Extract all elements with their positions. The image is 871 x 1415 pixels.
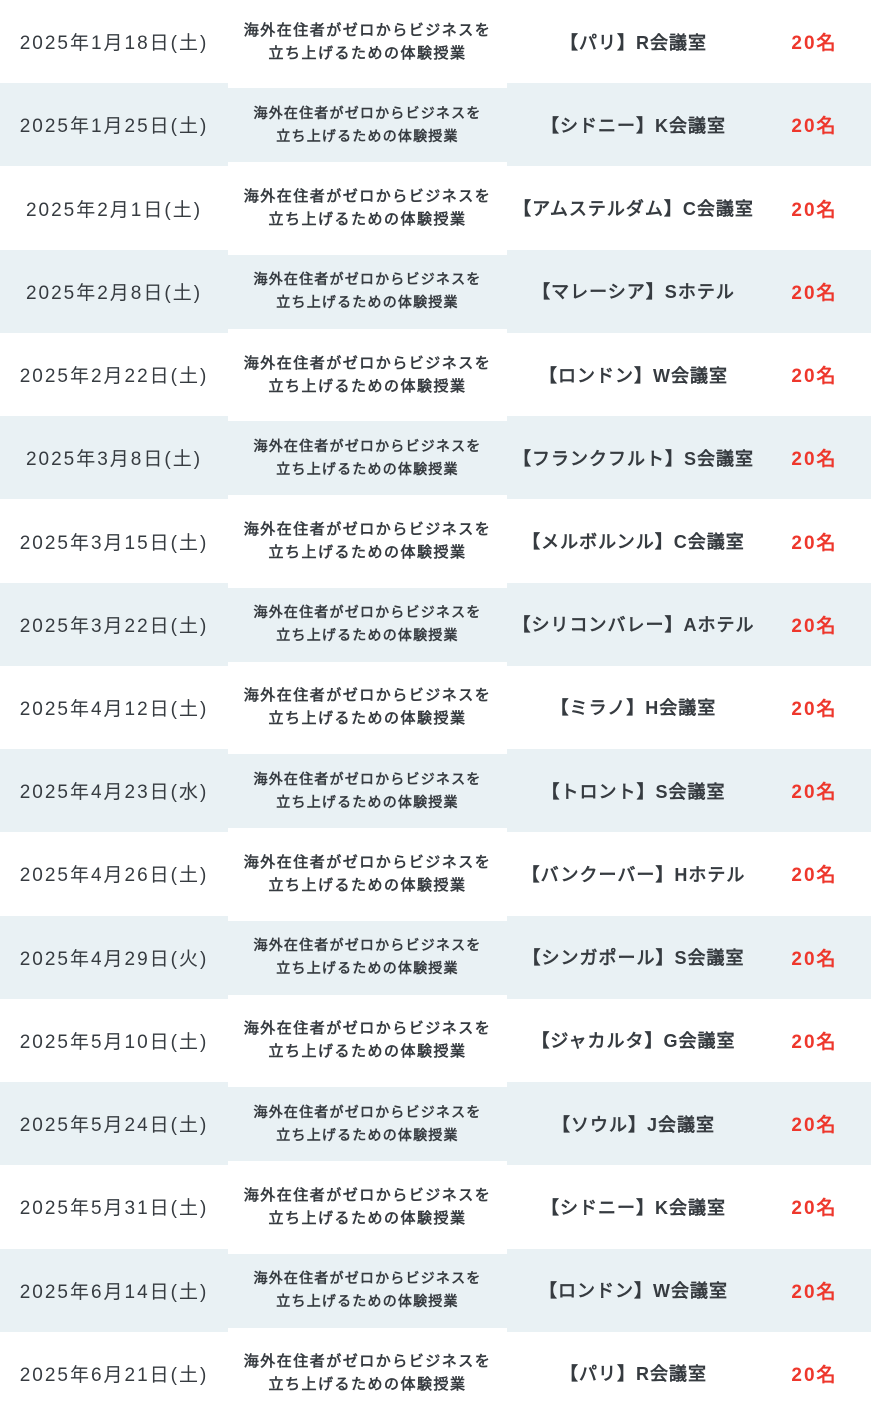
schedule-row: 2025年2月1日(土) 海外在住者がゼロからビジネスを 立ち上げるための体験授… <box>0 166 871 249</box>
session-venue: 【パリ】R会議室 <box>560 1364 707 1385</box>
session-venue: 【ジャカルタ】G会議室 <box>531 1031 736 1052</box>
session-capacity: 20名 <box>791 698 838 720</box>
session-description: 海外在住者がゼロからビジネスを 立ち上げるための体験授業 <box>228 915 507 999</box>
session-capacity: 20名 <box>791 532 838 554</box>
session-capacity: 20名 <box>791 1115 838 1137</box>
session-date: 2025年4月26日(土) <box>19 865 209 887</box>
session-capacity: 20名 <box>791 282 838 304</box>
session-venue: 【シンガポール】S会議室 <box>522 948 745 969</box>
schedule-row: 2025年2月22日(土) 海外在住者がゼロからビジネスを 立ち上げるための体験… <box>0 333 871 416</box>
session-description: 海外在住者がゼロからビジネスを 立ち上げるための体験授業 <box>228 249 507 333</box>
session-venue: 【パリ】R会議室 <box>560 32 707 53</box>
session-description: 海外在住者がゼロからビジネスを 立ち上げるための体験授業 <box>243 21 492 62</box>
session-venue: 【バンクーバー】Hホテル <box>521 864 746 885</box>
session-description: 海外在住者がゼロからビジネスを 立ち上げるための体験授業 <box>243 687 492 728</box>
schedule-row: 2025年6月14日(土) 海外在住者がゼロからビジネスを 立ち上げるための体験… <box>0 1248 871 1332</box>
session-venue: 【メルボルンル】C会議室 <box>522 532 745 553</box>
session-date: 2025年4月29日(火) <box>19 948 209 970</box>
session-date: 2025年3月8日(土) <box>25 449 203 471</box>
schedule-row: 2025年3月22日(土) 海外在住者がゼロからビジネスを 立ち上げるための体験… <box>0 582 871 666</box>
session-description: 海外在住者がゼロからビジネスを 立ち上げるための体験授業 <box>243 188 492 229</box>
session-description: 海外在住者がゼロからビジネスを 立ち上げるための体験授業 <box>228 582 507 666</box>
session-description: 海外在住者がゼロからビジネスを 立ち上げるための体験授業 <box>228 1082 507 1166</box>
schedule-row: 2025年3月8日(土) 海外在住者がゼロからビジネスを 立ち上げるための体験授… <box>0 416 871 500</box>
session-date: 2025年6月14日(土) <box>19 1281 209 1303</box>
session-venue: 【フランクフルト】S会議室 <box>512 448 754 469</box>
session-capacity: 20名 <box>791 948 838 970</box>
session-description: 海外在住者がゼロからビジネスを 立ち上げるための体験授業 <box>243 1353 492 1394</box>
session-date: 2025年1月25日(土) <box>19 116 209 138</box>
session-date: 2025年1月18日(土) <box>19 33 209 55</box>
session-date: 2025年2月1日(土) <box>25 199 203 221</box>
session-capacity: 20名 <box>791 1364 838 1386</box>
schedule-row: 2025年4月23日(水) 海外在住者がゼロからビジネスを 立ち上げるための体験… <box>0 749 871 833</box>
schedule-row: 2025年4月29日(火) 海外在住者がゼロからビジネスを 立ち上げるための体験… <box>0 915 871 999</box>
session-description: 海外在住者がゼロからビジネスを 立ち上げるための体験授業 <box>228 416 507 500</box>
session-venue: 【トロント】S会議室 <box>541 781 726 802</box>
session-capacity: 20名 <box>791 782 838 804</box>
session-date: 2025年5月24日(土) <box>19 1115 209 1137</box>
session-description: 海外在住者がゼロからビジネスを 立ち上げるための体験授業 <box>228 749 507 833</box>
session-description: 海外在住者がゼロからビジネスを 立ち上げるための体験授業 <box>243 521 492 562</box>
schedule-row: 2025年4月26日(土) 海外在住者がゼロからビジネスを 立ち上げるための体験… <box>0 832 871 915</box>
session-date: 2025年3月15日(土) <box>19 532 209 554</box>
session-date: 2025年2月22日(土) <box>19 366 209 388</box>
schedule-row: 2025年2月8日(土) 海外在住者がゼロからビジネスを 立ち上げるための体験授… <box>0 249 871 333</box>
session-capacity: 20名 <box>791 449 838 471</box>
schedule-row: 2025年6月21日(土) 海外在住者がゼロからビジネスを 立ち上げるための体験… <box>0 1332 871 1415</box>
session-venue: 【ソウル】J会議室 <box>551 1114 715 1135</box>
session-capacity: 20名 <box>791 615 838 637</box>
session-date: 2025年6月21日(土) <box>19 1364 209 1386</box>
session-capacity: 20名 <box>791 1281 838 1303</box>
session-date: 2025年2月8日(土) <box>25 282 203 304</box>
session-venue: 【アムステルダム】C会議室 <box>513 199 754 220</box>
session-date: 2025年5月10日(土) <box>19 1031 209 1053</box>
schedule-row: 2025年5月31日(土) 海外在住者がゼロからビジネスを 立ち上げるための体験… <box>0 1165 871 1248</box>
session-description: 海外在住者がゼロからビジネスを 立ち上げるための体験授業 <box>228 1248 507 1332</box>
session-venue: 【シドニー】K会議室 <box>541 115 726 136</box>
session-description: 海外在住者がゼロからビジネスを 立ち上げるための体験授業 <box>243 1186 492 1227</box>
session-venue: 【マレーシア】Sホテル <box>532 282 735 303</box>
session-date: 2025年4月23日(水) <box>19 782 209 804</box>
schedule-row: 2025年1月18日(土) 海外在住者がゼロからビジネスを 立ち上げるための体験… <box>0 0 871 83</box>
session-capacity: 20名 <box>791 865 838 887</box>
session-venue: 【ロンドン】W会議室 <box>539 365 728 386</box>
session-capacity: 20名 <box>791 366 838 388</box>
schedule-row: 2025年5月10日(土) 海外在住者がゼロからビジネスを 立ち上げるための体験… <box>0 999 871 1082</box>
session-description: 海外在住者がゼロからビジネスを 立ち上げるための体験授業 <box>243 1020 492 1061</box>
session-capacity: 20名 <box>791 116 838 138</box>
session-venue: 【シリコンバレー】Aホテル <box>512 615 755 636</box>
session-capacity: 20名 <box>791 33 838 55</box>
schedule-row: 2025年1月25日(土) 海外在住者がゼロからビジネスを 立ち上げるための体験… <box>0 83 871 167</box>
session-venue: 【ロンドン】W会議室 <box>539 1281 728 1302</box>
schedule-row: 2025年3月15日(土) 海外在住者がゼロからビジネスを 立ち上げるための体験… <box>0 499 871 582</box>
session-capacity: 20名 <box>791 1031 838 1053</box>
session-date: 2025年3月22日(土) <box>19 615 209 637</box>
session-description: 海外在住者がゼロからビジネスを 立ち上げるための体験授業 <box>243 853 492 894</box>
session-description: 海外在住者がゼロからビジネスを 立ち上げるための体験授業 <box>243 354 492 395</box>
session-description: 海外在住者がゼロからビジネスを 立ち上げるための体験授業 <box>228 83 507 167</box>
session-capacity: 20名 <box>791 1198 838 1220</box>
schedule-row: 2025年5月24日(土) 海外在住者がゼロからビジネスを 立ち上げるための体験… <box>0 1082 871 1166</box>
session-venue: 【シドニー】K会議室 <box>541 1197 726 1218</box>
session-date: 2025年4月12日(土) <box>19 698 209 720</box>
session-venue: 【ミラノ】H会議室 <box>550 698 717 719</box>
schedule-row: 2025年4月12日(土) 海外在住者がゼロからビジネスを 立ち上げるための体験… <box>0 666 871 749</box>
session-date: 2025年5月31日(土) <box>19 1198 209 1220</box>
session-capacity: 20名 <box>791 199 838 221</box>
